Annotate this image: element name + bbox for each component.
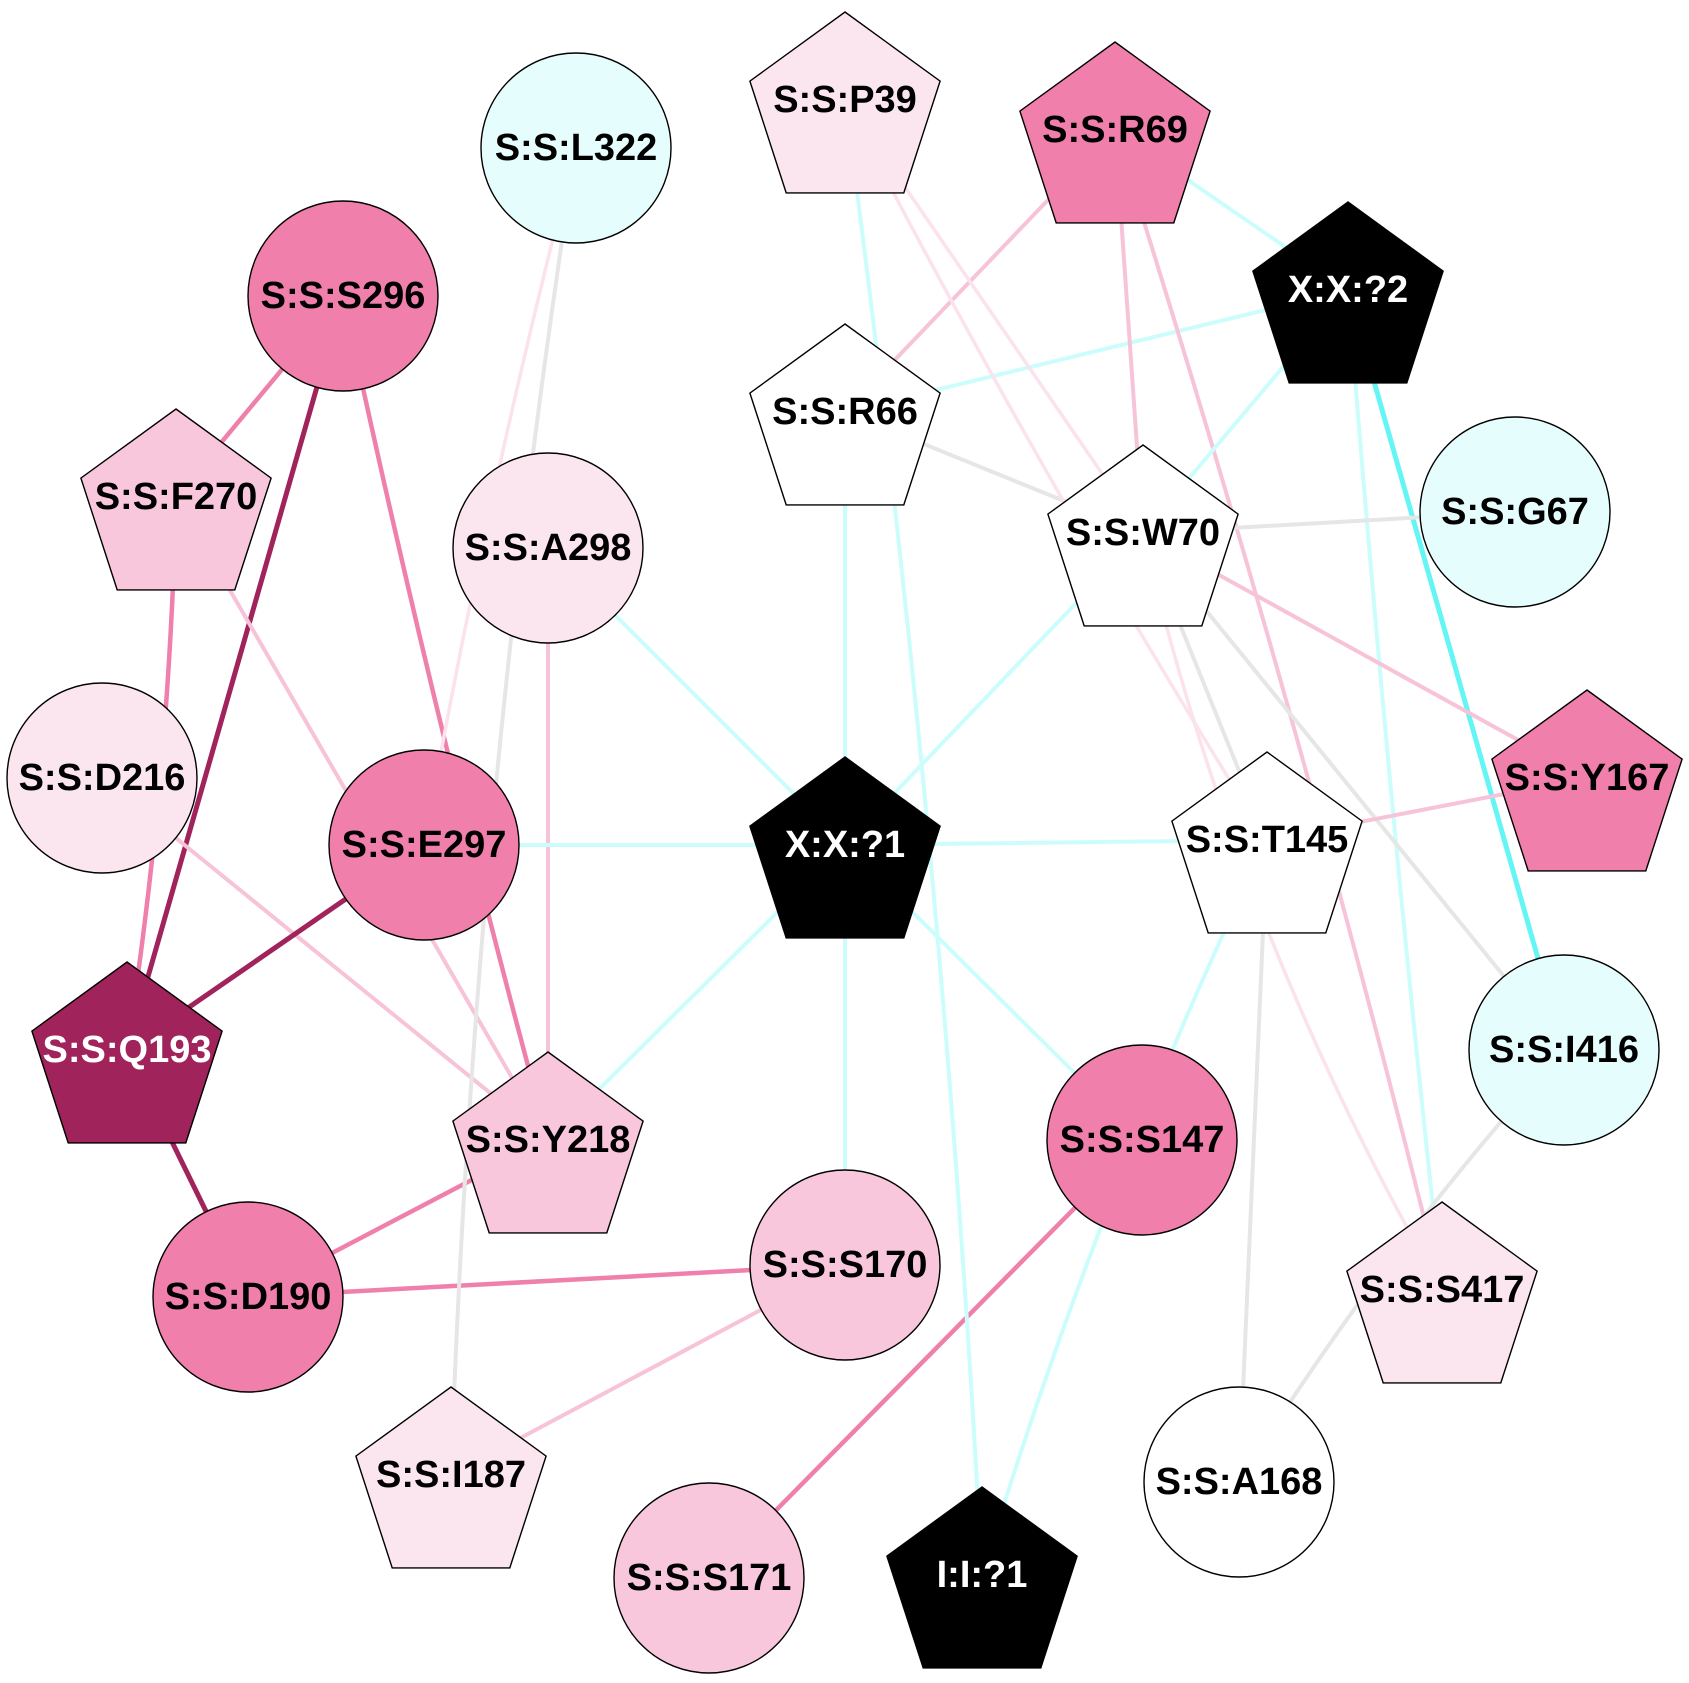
- circle-icon: [480, 52, 672, 244]
- node-i187[interactable]: S:S:I187: [355, 1386, 547, 1569]
- pentagon-icon: [1252, 201, 1444, 384]
- node-s171[interactable]: S:S:S171: [613, 1482, 805, 1674]
- node-label: S:S:F270: [95, 476, 258, 518]
- node-x2[interactable]: X:X:?2: [1252, 201, 1444, 384]
- node-i416[interactable]: S:S:I416: [1468, 954, 1660, 1146]
- circle-icon: [1046, 1044, 1238, 1236]
- node-s147[interactable]: S:S:S147: [1046, 1044, 1238, 1236]
- pentagon-icon: [1047, 444, 1239, 627]
- circle-icon: [328, 749, 520, 941]
- node-label: S:S:S171: [627, 1557, 792, 1599]
- pentagon-icon: [1171, 751, 1363, 934]
- node-d190[interactable]: S:S:D190: [152, 1201, 344, 1393]
- node-label: S:S:D216: [19, 757, 186, 799]
- pentagon-icon: [452, 1051, 644, 1234]
- node-label: S:S:W70: [1066, 512, 1220, 554]
- pentagon-icon: [80, 408, 272, 591]
- node-label: S:S:I187: [376, 1454, 526, 1496]
- circle-icon: [6, 682, 198, 874]
- circle-icon: [247, 200, 439, 392]
- node-q193[interactable]: S:S:Q193: [31, 961, 223, 1144]
- node-a168[interactable]: S:S:A168: [1143, 1386, 1335, 1578]
- node-label: S:S:Q193: [43, 1029, 212, 1071]
- node-r66[interactable]: S:S:R66: [749, 323, 941, 506]
- edge-t145-a168: [1237, 838, 1269, 1484]
- circle-icon: [452, 452, 644, 644]
- pentagon-icon: [749, 11, 941, 194]
- node-t145[interactable]: S:S:T145: [1171, 751, 1363, 934]
- node-g67[interactable]: S:S:G67: [1419, 416, 1611, 608]
- circle-icon: [1468, 954, 1660, 1146]
- node-label: S:S:A298: [465, 527, 632, 569]
- node-label: S:S:S170: [763, 1244, 928, 1286]
- node-label: S:S:R66: [772, 391, 918, 433]
- node-s417[interactable]: S:S:S417: [1346, 1201, 1538, 1384]
- circle-icon: [749, 1169, 941, 1361]
- node-f270[interactable]: S:S:F270: [80, 408, 272, 591]
- pentagon-icon: [1491, 689, 1683, 872]
- node-label: S:S:T145: [1186, 819, 1349, 861]
- node-label: S:S:R69: [1042, 109, 1188, 151]
- edge-x2-i416: [1345, 287, 1567, 1053]
- pentagon-icon: [749, 756, 941, 939]
- pentagon-icon: [886, 1486, 1078, 1669]
- edge-x2-s417: [1346, 288, 1444, 1292]
- node-label: X:X:?2: [1288, 269, 1408, 311]
- node-y218[interactable]: S:S:Y218: [452, 1051, 644, 1234]
- node-label: S:S:Y167: [1505, 757, 1670, 799]
- pentagon-icon: [749, 323, 941, 506]
- edge-s296-q193: [124, 293, 346, 1053]
- node-w70[interactable]: S:S:W70: [1047, 444, 1239, 627]
- node-d216[interactable]: S:S:D216: [6, 682, 198, 874]
- circle-icon: [152, 1201, 344, 1393]
- pentagon-icon: [31, 961, 223, 1144]
- node-label: S:S:P39: [773, 79, 917, 121]
- edge-r69-s417: [1113, 128, 1444, 1292]
- circle-icon: [1143, 1386, 1335, 1578]
- circle-icon: [1419, 416, 1611, 608]
- node-y167[interactable]: S:S:Y167: [1491, 689, 1683, 872]
- nodes-layer: S:S:P39 S:S:L322 S:S:R69 X:X:?2 S:S:S296 S:S:…: [6, 11, 1683, 1674]
- pentagon-icon: [1346, 1201, 1538, 1384]
- node-p39[interactable]: S:S:P39: [749, 11, 941, 194]
- node-label: S:S:L322: [495, 127, 658, 169]
- node-i1[interactable]: I:I:?1: [886, 1486, 1078, 1669]
- node-label: S:S:S417: [1360, 1269, 1525, 1311]
- node-x1[interactable]: X:X:?1: [749, 756, 941, 939]
- node-label: I:I:?1: [937, 1554, 1028, 1596]
- pentagon-icon: [1019, 41, 1211, 224]
- node-label: S:S:S147: [1060, 1119, 1225, 1161]
- node-label: S:S:G67: [1441, 491, 1589, 533]
- node-r69[interactable]: S:S:R69: [1019, 41, 1211, 224]
- edge-p39-t145: [843, 98, 1269, 842]
- node-label: S:S:I416: [1489, 1029, 1639, 1071]
- node-l322[interactable]: S:S:L322: [480, 52, 672, 244]
- node-s296[interactable]: S:S:S296: [247, 200, 439, 392]
- node-e297[interactable]: S:S:E297: [328, 749, 520, 941]
- edge-s296-y218: [340, 293, 551, 1143]
- node-label: X:X:?1: [785, 824, 905, 866]
- node-label: S:S:E297: [342, 824, 507, 866]
- node-label: S:S:S296: [261, 275, 426, 317]
- pentagon-icon: [355, 1386, 547, 1569]
- node-label: S:S:D190: [165, 1276, 332, 1318]
- circle-icon: [613, 1482, 805, 1674]
- node-s170[interactable]: S:S:S170: [749, 1169, 941, 1361]
- node-label: S:S:Y218: [466, 1119, 631, 1161]
- node-a298[interactable]: S:S:A298: [452, 452, 644, 644]
- node-label: S:S:A168: [1156, 1461, 1323, 1503]
